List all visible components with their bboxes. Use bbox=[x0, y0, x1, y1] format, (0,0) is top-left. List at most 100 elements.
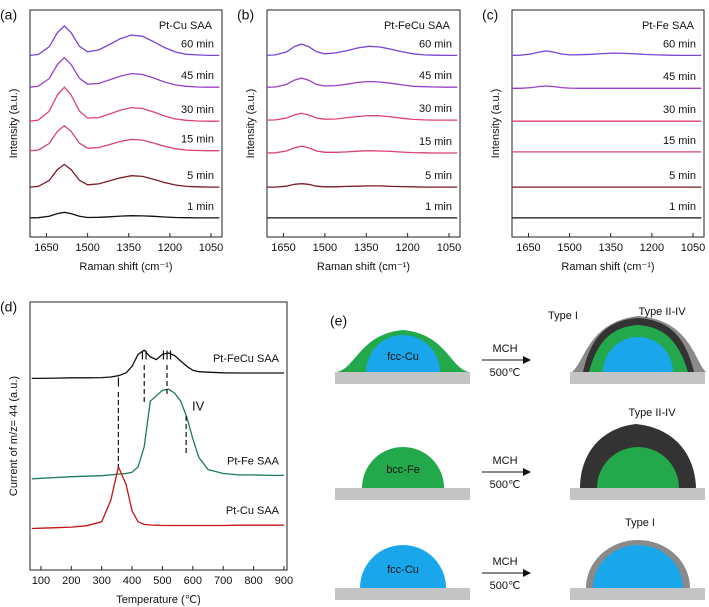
x-axis-label: Raman shift (cm⁻¹) bbox=[561, 261, 654, 273]
particle-core bbox=[593, 545, 683, 588]
series-label: 1 min bbox=[425, 201, 452, 213]
curve bbox=[29, 56, 220, 88]
series-label: 60 min bbox=[181, 38, 214, 50]
substrate bbox=[335, 588, 470, 600]
arrow-label: 500℃ bbox=[490, 367, 521, 379]
x-tick-label: 400 bbox=[123, 575, 141, 587]
series-label: 5 min bbox=[669, 170, 696, 182]
particle-label: fcc-Cu bbox=[387, 564, 419, 576]
series-label: 30 min bbox=[663, 104, 696, 116]
curve bbox=[267, 183, 458, 188]
series-label: 45 min bbox=[419, 70, 452, 82]
curve bbox=[511, 50, 702, 57]
arrow-label: 500℃ bbox=[490, 580, 521, 592]
substrate bbox=[570, 488, 705, 500]
x-axis-label: Temperature (℃) bbox=[116, 594, 201, 606]
x-tick-label: 500 bbox=[153, 575, 171, 587]
x-tick-label: 1500 bbox=[75, 242, 99, 254]
diagram-e: (e) fcc-Cu MCH 500℃ Type I Type II-IV bc… bbox=[330, 306, 706, 600]
series-label: 60 min bbox=[419, 38, 452, 50]
curve bbox=[29, 24, 220, 57]
series-label: 60 min bbox=[663, 38, 696, 50]
peak-label: III bbox=[162, 347, 173, 362]
panel-label: (d) bbox=[0, 299, 17, 315]
x-tick-label: 1500 bbox=[313, 242, 337, 254]
x-axis-label: Raman shift (cm⁻¹) bbox=[317, 261, 410, 273]
substrate bbox=[570, 588, 705, 600]
curve bbox=[266, 145, 458, 154]
arrow-label: MCH bbox=[492, 455, 517, 467]
type-label: Type I bbox=[625, 517, 655, 529]
type-label: Type II-IV bbox=[638, 306, 686, 318]
panel-label: (e) bbox=[330, 313, 347, 329]
series-label: 30 min bbox=[181, 104, 214, 116]
panel-label: (c) bbox=[482, 7, 498, 23]
type-label: Type II-IV bbox=[628, 407, 676, 419]
x-tick-label: 600 bbox=[184, 575, 202, 587]
substrate bbox=[570, 372, 705, 384]
x-tick-label: 1350 bbox=[599, 242, 623, 254]
particle-label: fcc-Cu bbox=[387, 351, 419, 363]
particle-core bbox=[360, 545, 446, 588]
x-tick-label: 1050 bbox=[199, 242, 223, 254]
y-axis-label: Intensity (a.u.) bbox=[245, 89, 257, 159]
peak-label: IV bbox=[192, 398, 205, 413]
x-tick-label: 100 bbox=[32, 575, 50, 587]
panel-label: (b) bbox=[237, 7, 254, 23]
x-tick-label: 300 bbox=[93, 575, 111, 587]
chart-title: Pt-Cu SAA bbox=[159, 20, 213, 32]
curve bbox=[31, 388, 284, 480]
x-tick-label: 700 bbox=[214, 575, 232, 587]
particle-label: bcc-Fe bbox=[386, 464, 420, 476]
series-label: 15 min bbox=[419, 136, 452, 148]
plot-frame bbox=[266, 9, 461, 238]
y-axis-label: Intensity (a.u.) bbox=[490, 89, 502, 159]
curve bbox=[29, 163, 220, 188]
x-tick-label: 1500 bbox=[557, 242, 581, 254]
substrate bbox=[335, 488, 470, 500]
peak-label: II bbox=[141, 347, 148, 362]
series-label: 45 min bbox=[663, 71, 696, 83]
plot-frame bbox=[29, 301, 288, 571]
series-label: Pt-Fe SAA bbox=[227, 455, 280, 467]
x-tick-label: 900 bbox=[275, 575, 293, 587]
series-label: 15 min bbox=[663, 135, 696, 147]
series-label: Pt-Cu SAA bbox=[226, 505, 280, 517]
particle-core bbox=[366, 335, 440, 372]
curve bbox=[266, 43, 458, 57]
x-tick-label: 1050 bbox=[437, 242, 461, 254]
particle-core bbox=[597, 447, 679, 488]
arrow-label: 500℃ bbox=[490, 479, 521, 491]
curve bbox=[31, 464, 284, 530]
x-tick-label: 1200 bbox=[395, 242, 419, 254]
x-tick-label: 800 bbox=[244, 575, 262, 587]
series-label: Pt-FeCu SAA bbox=[213, 353, 280, 365]
x-tick-label: 1200 bbox=[640, 242, 664, 254]
series-label: 30 min bbox=[419, 103, 452, 115]
chart-title: Pt-Fe SAA bbox=[642, 20, 695, 32]
x-tick-label: 1050 bbox=[681, 242, 705, 254]
arrow-label: MCH bbox=[492, 556, 517, 568]
chart-title: Pt-FeCu SAA bbox=[384, 20, 451, 32]
series-label: 1 min bbox=[187, 201, 214, 213]
type-label: Type I bbox=[548, 310, 578, 322]
curve bbox=[29, 86, 220, 122]
curve bbox=[31, 349, 284, 380]
substrate bbox=[335, 372, 470, 384]
series-label: 5 min bbox=[425, 170, 452, 182]
arrow-label: MCH bbox=[492, 343, 517, 355]
curve bbox=[29, 124, 220, 152]
curve bbox=[29, 211, 220, 219]
plot-frame bbox=[511, 9, 705, 238]
series-label: 5 min bbox=[187, 170, 214, 182]
peak-label: I bbox=[117, 374, 121, 389]
y-axis-label: Intensity (a.u.) bbox=[8, 89, 20, 159]
panel-label: (a) bbox=[0, 7, 17, 23]
x-tick-label: 1350 bbox=[117, 242, 141, 254]
particle-core bbox=[362, 447, 444, 488]
x-tick-label: 200 bbox=[62, 575, 80, 587]
x-tick-label: 1650 bbox=[516, 242, 540, 254]
particle-core bbox=[603, 337, 673, 372]
x-tick-label: 1650 bbox=[34, 242, 58, 254]
